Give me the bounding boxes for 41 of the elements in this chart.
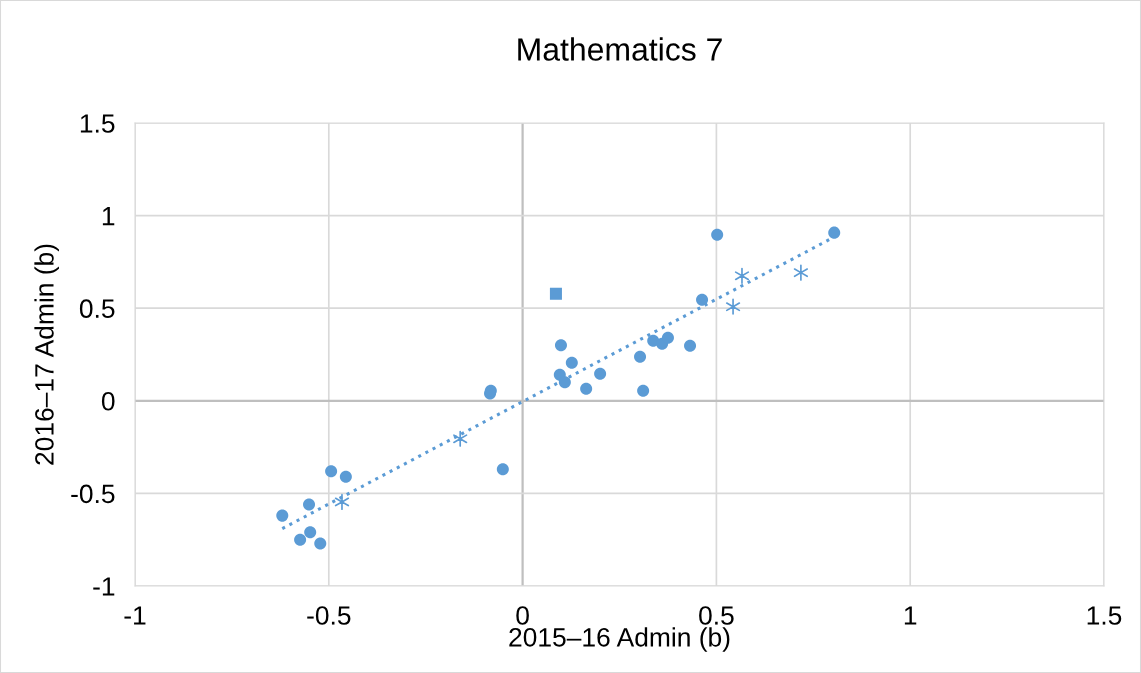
point [696,293,709,306]
point [725,298,741,315]
point [549,287,562,300]
x-tick-label: 0 [516,606,529,625]
point [339,470,352,483]
point [711,228,724,241]
x-tick-label: 1.5 [1087,606,1122,625]
y-tick-label: 0.5 [79,299,115,319]
y-tick-label: 0 [101,391,115,411]
point [325,465,338,478]
point [304,526,317,539]
point [734,267,750,284]
point [496,463,509,476]
y-tick-label: -1 [93,577,115,596]
point [828,226,841,239]
x-tick-label: 0.5 [699,606,734,625]
y-tick-label: 1.5 [80,114,115,133]
y-axis-title: 2016–17 Admin (b) [34,244,59,465]
point [634,350,647,363]
x-tick-label: -1 [124,606,146,625]
x-axis-title: 2015–16 Admin (b) [509,627,730,652]
point [334,493,350,511]
point [565,356,578,369]
y-tick-label: -0.5 [71,484,115,504]
point [637,384,650,397]
chart-title: Mathematics 7 [518,37,722,61]
point [276,509,289,522]
point [793,264,809,281]
point [303,498,316,511]
point [661,331,674,344]
point [580,382,593,395]
point [294,533,307,546]
point [314,537,327,550]
y-tick-label: 1 [102,207,115,226]
point [453,430,468,447]
x-tick-label: -0.5 [307,606,351,625]
point [554,339,567,352]
x-tick-label: 1 [904,606,917,625]
point [684,339,697,352]
point [594,367,607,380]
point [558,376,571,389]
